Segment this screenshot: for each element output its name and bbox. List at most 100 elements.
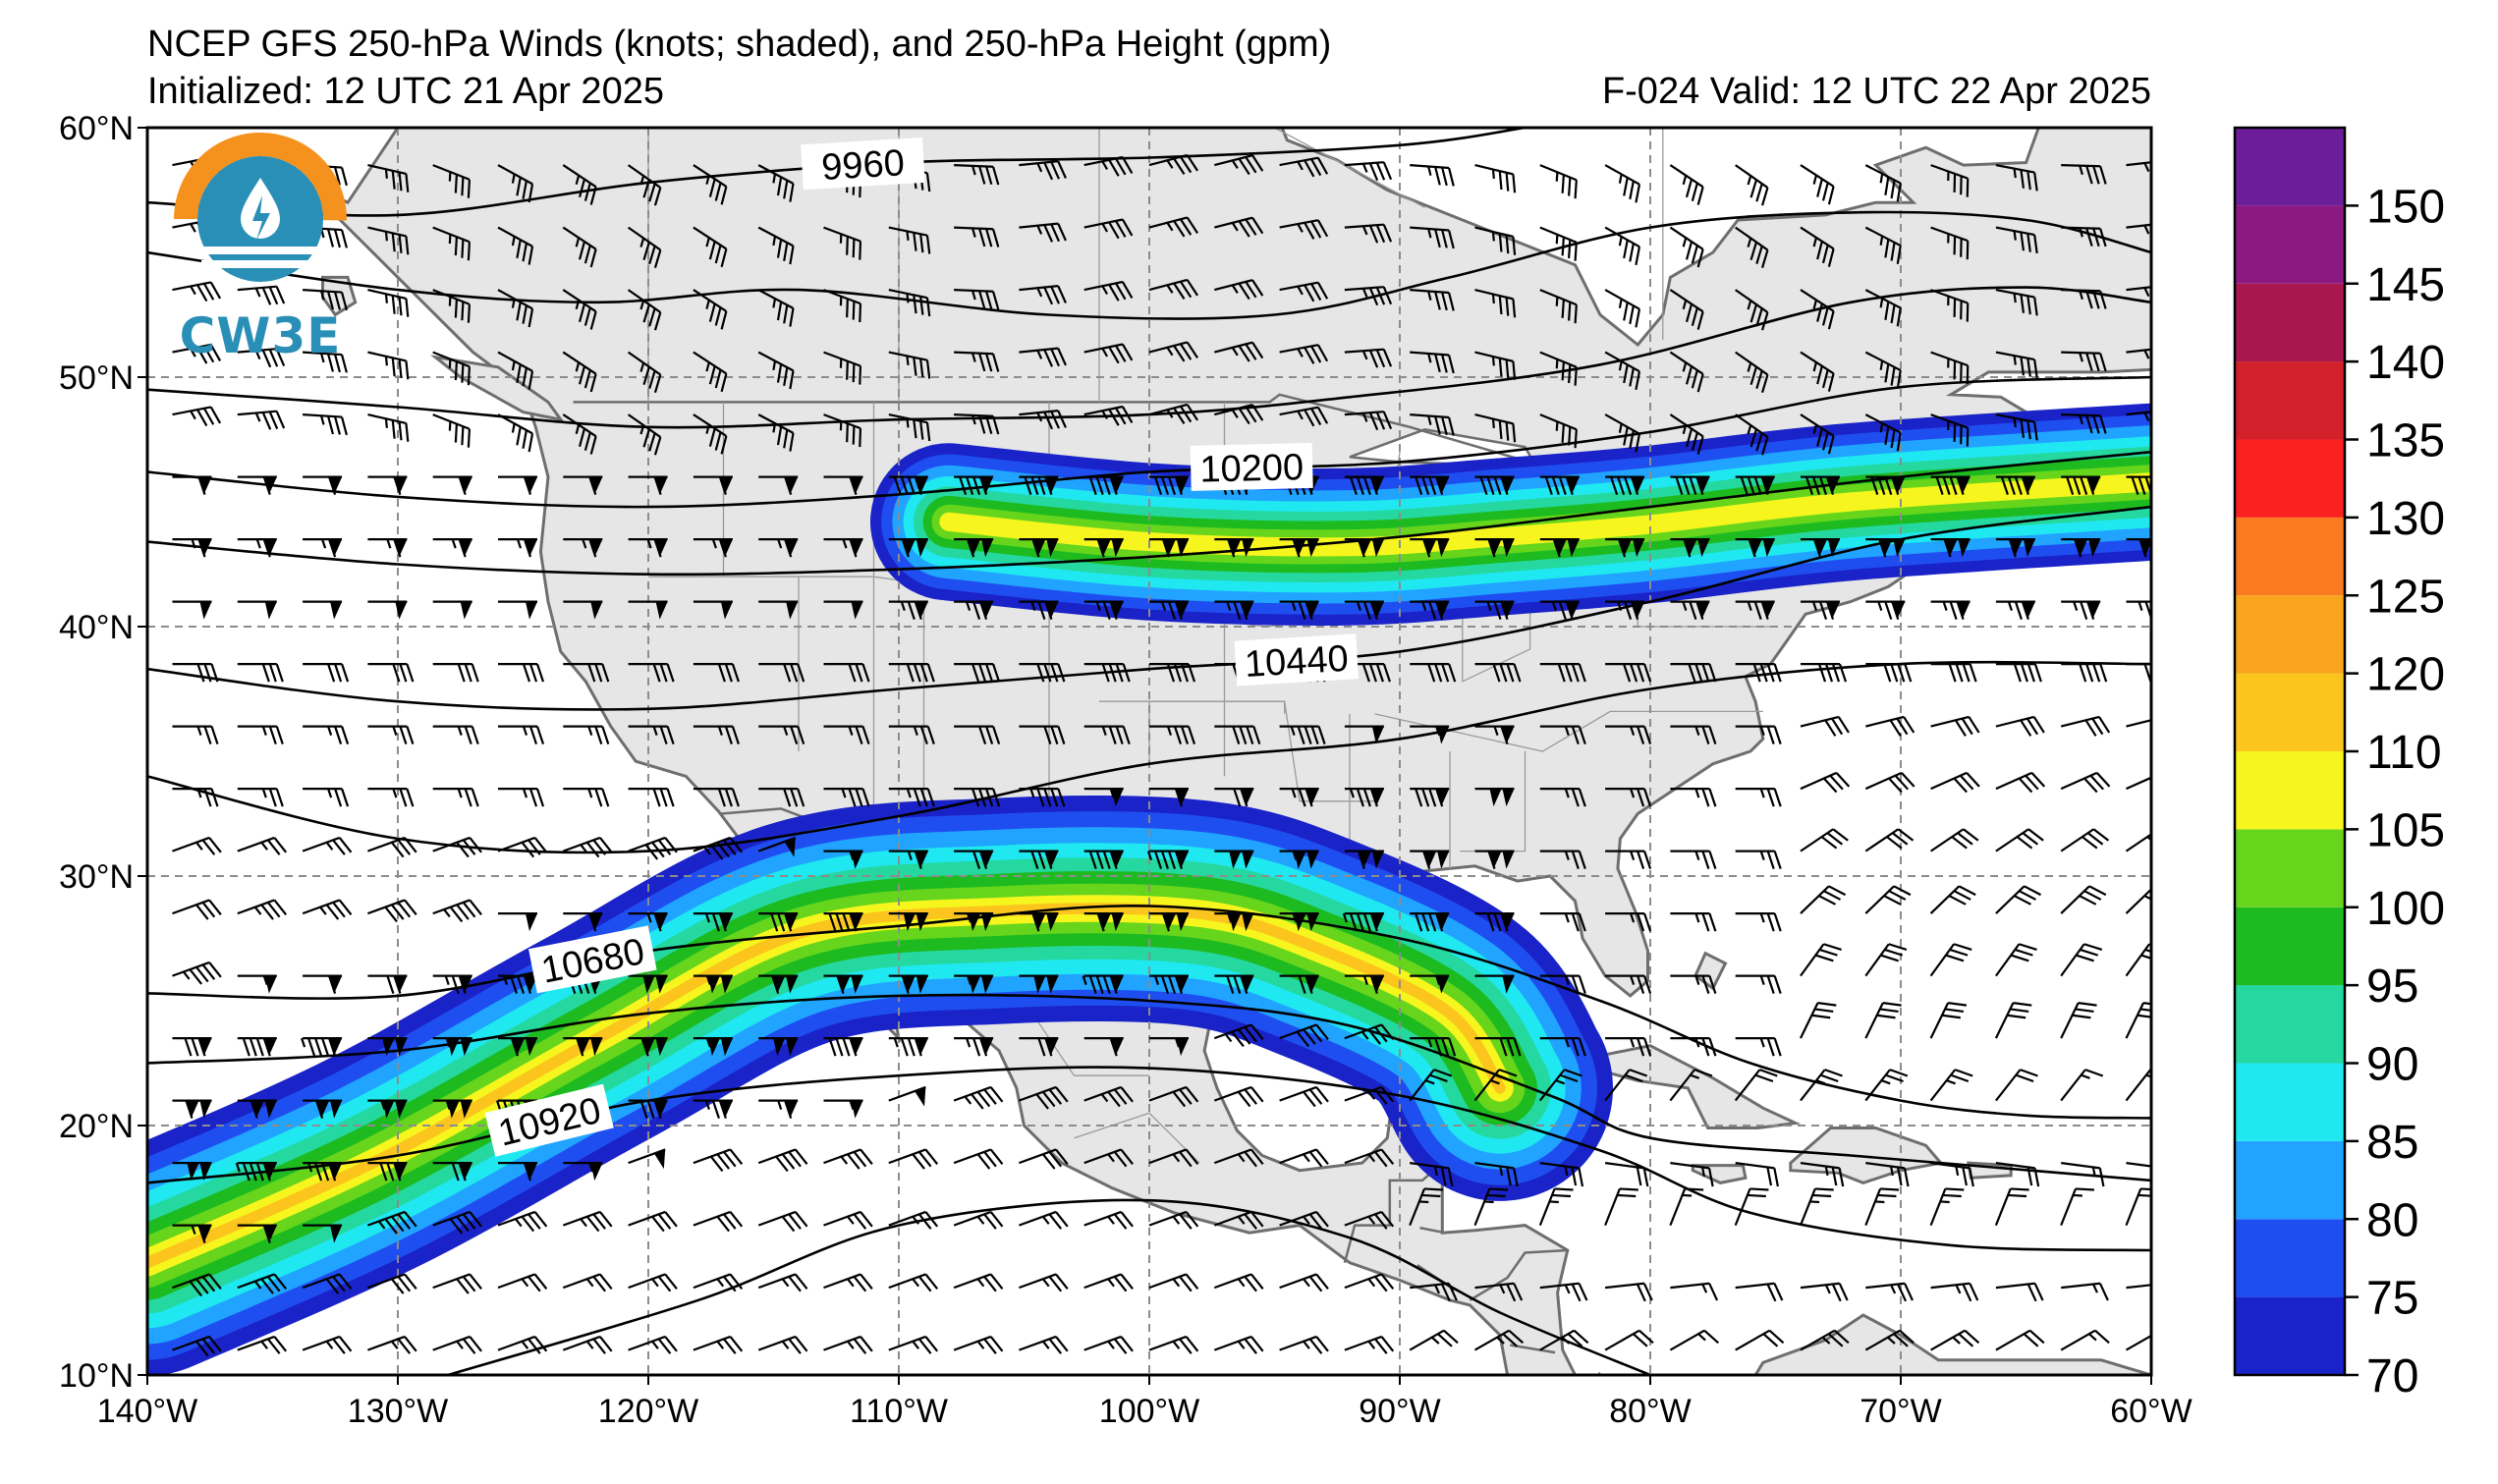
wind-barb — [237, 1099, 277, 1119]
wind-barb — [2060, 1069, 2104, 1102]
wind-barb — [954, 600, 994, 620]
wind-barb — [1605, 537, 1645, 558]
wind-barb — [237, 787, 284, 807]
wind-barb — [1083, 475, 1124, 495]
wind-barb — [1279, 850, 1319, 869]
wind-barb — [1669, 164, 1704, 205]
wind-barb — [1800, 1162, 1845, 1187]
wind-barb — [1083, 1273, 1134, 1292]
wind-barb — [1604, 1069, 1648, 1102]
wind-barb — [2126, 284, 2151, 304]
wind-barb — [1019, 1273, 1069, 1292]
wind-barb — [1410, 1162, 1454, 1187]
wind-barb — [823, 974, 863, 994]
wind-barb — [498, 600, 537, 620]
wind-barb — [2125, 1069, 2151, 1102]
wind-barb — [562, 289, 597, 330]
wind-barb — [1539, 475, 1580, 495]
wind-barb — [237, 1224, 277, 1243]
colorbar-swatch — [2235, 1296, 2345, 1375]
colorbar-tick-label: 95 — [2366, 961, 2418, 1013]
wind-barb — [1149, 1036, 1189, 1057]
colorbar-tick-label: 145 — [2366, 259, 2445, 311]
wind-barb — [1539, 164, 1578, 199]
wind-barb — [432, 1161, 472, 1182]
wind-barb — [1344, 787, 1384, 807]
wind-barb — [563, 662, 610, 683]
wind-barb — [1279, 406, 1329, 427]
wind-barb — [888, 351, 931, 379]
wind-barb — [1604, 351, 1641, 391]
wind-barb — [1083, 1085, 1134, 1108]
wind-barb — [954, 850, 994, 869]
wind-barb — [1410, 413, 1455, 436]
wind-barb — [628, 662, 675, 683]
wind-barb — [1344, 348, 1393, 368]
wind-barb — [1148, 278, 1198, 300]
wind-barb — [498, 787, 545, 807]
wind-barb — [562, 1210, 613, 1233]
contour-label: 10200 — [1190, 442, 1313, 491]
wind-barb — [172, 1036, 212, 1057]
wind-barb — [628, 974, 668, 994]
wind-barb — [1410, 850, 1450, 869]
wind-barb — [1670, 475, 1710, 495]
wind-barb — [1083, 1335, 1134, 1354]
wind-barb — [1083, 725, 1131, 744]
wind-barb — [1864, 413, 1902, 452]
wind-barb — [1735, 289, 1769, 331]
wind-barb — [1539, 351, 1578, 386]
wind-barb — [562, 836, 613, 858]
wind-barb — [432, 1099, 472, 1119]
colorbar-tick-label: 140 — [2366, 337, 2445, 389]
wind-barb — [1865, 1162, 1910, 1187]
wind-barb — [1344, 1210, 1395, 1230]
wind-barb — [1995, 1282, 2044, 1302]
wind-barb — [367, 413, 410, 442]
wind-barb — [1801, 600, 1840, 620]
wind-barb — [367, 725, 415, 744]
colorbar-tick-label: 135 — [2366, 415, 2445, 467]
wind-barb — [1474, 725, 1515, 744]
wind-barb — [1019, 285, 1067, 305]
wind-barb — [823, 1273, 873, 1292]
wind-barb — [563, 911, 603, 932]
wind-barb — [888, 787, 935, 807]
contour-label-background — [484, 1083, 614, 1157]
wind-barb — [1670, 1162, 1714, 1187]
wind-barb — [823, 537, 863, 558]
wind-barb — [367, 289, 410, 317]
height-contour — [147, 210, 2151, 320]
wind-barb — [1669, 1069, 1713, 1102]
wind-barb — [1604, 226, 1641, 266]
wind-barb — [237, 836, 288, 855]
wind-barb — [172, 281, 222, 302]
wind-barb — [693, 351, 728, 393]
wind-barb — [1214, 725, 1261, 744]
wind-barb — [432, 289, 472, 323]
wind-barb — [1279, 1148, 1329, 1168]
wind-barb — [1800, 164, 1835, 205]
wind-barb — [432, 351, 472, 386]
cw3e-logo-emblem — [174, 133, 347, 305]
wind-barb — [1083, 218, 1134, 240]
wind-barb — [1019, 1036, 1059, 1057]
wind-barb — [303, 289, 348, 311]
wind-barb — [2126, 1282, 2151, 1290]
wind-barb — [1604, 1187, 1638, 1227]
wind-barb — [954, 351, 1000, 372]
wind-barb — [1344, 1023, 1395, 1045]
wind-barb — [303, 725, 350, 744]
wind-barb — [1474, 662, 1522, 683]
wind-barb — [1734, 1187, 1769, 1227]
wind-barb — [432, 787, 479, 807]
wind-barb — [1669, 226, 1704, 268]
wind-barb — [1865, 715, 1915, 737]
wind-barb — [823, 1335, 873, 1354]
wind-barb — [1279, 1210, 1329, 1230]
wind-barb — [954, 164, 1000, 186]
colorbar-swatch — [2235, 517, 2345, 596]
wind-barb — [1801, 537, 1840, 558]
wind-barb — [1148, 1335, 1199, 1354]
wind-barb — [627, 351, 662, 394]
